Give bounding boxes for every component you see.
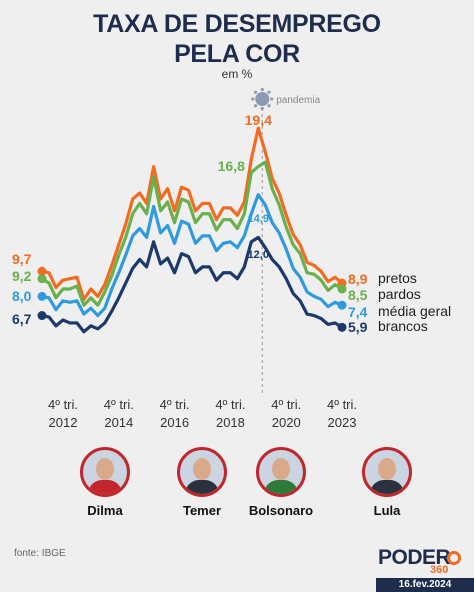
x-tick-line1: 4º tri. <box>48 397 78 412</box>
x-tick-year: 2018 <box>216 415 245 430</box>
virus-icon-spike <box>253 90 258 94</box>
data-label: 8,0 <box>12 288 32 304</box>
virus-icon-spike <box>267 104 271 108</box>
data-label: 9,7 <box>12 251 32 267</box>
data-label: 12,0 <box>248 249 269 261</box>
virus-icon-spike <box>270 97 274 101</box>
virus-icon-spike <box>253 104 258 108</box>
series-line-pardos <box>41 160 343 307</box>
logo-number: 360 <box>430 564 449 576</box>
president-name-dilma: Dilma <box>87 503 123 518</box>
data-label: 5,9 <box>348 319 368 335</box>
data-label: 8,9 <box>348 271 368 287</box>
series-start-dot <box>37 291 47 301</box>
data-label: 14,9 <box>248 213 269 225</box>
lula-portrait-icon <box>362 447 412 497</box>
x-tick-year: 2016 <box>160 415 189 430</box>
series-end-dot <box>337 300 347 310</box>
president-name-bolsonaro: Bolsonaro <box>248 503 314 518</box>
series-line-pretos <box>41 126 344 301</box>
chart-title-line2: PELA COR <box>174 40 300 68</box>
president-name-lula: Lula <box>373 503 401 518</box>
virus-icon-spike <box>260 106 264 111</box>
president-dilma: Dilma <box>65 447 145 518</box>
data-label: 6,7 <box>12 311 32 327</box>
poder360-logo: PODER 360 <box>378 546 462 576</box>
virus-icon-spike <box>260 87 264 92</box>
series-start-dot <box>37 266 47 276</box>
virus-icon-spike <box>251 97 255 101</box>
president-temer: Temer <box>162 447 242 518</box>
source-note: fonte: IBGE <box>14 548 66 559</box>
series-legend-pretos: pretos <box>378 270 417 286</box>
data-label: 16,8 <box>218 158 245 174</box>
x-tick-line1: 4º tri. <box>104 397 134 412</box>
x-tick-line1: 4º tri. <box>327 397 357 412</box>
x-tick-line1: 4º tri. <box>271 397 301 412</box>
x-tick-line1: 4º tri. <box>160 397 190 412</box>
virus-icon-spike <box>267 90 271 94</box>
x-tick-year: 2012 <box>49 415 78 430</box>
chart-title-line1: TAXA DE DESEMPREGO <box>93 10 381 38</box>
data-label: 8,5 <box>348 287 368 303</box>
series-legend-pardos: pardos <box>378 286 421 302</box>
president-name-temer: Temer <box>182 503 222 518</box>
president-lula: Lula <box>347 447 427 518</box>
dilma-portrait-icon <box>80 447 130 497</box>
publication-date: 16.fev.2024 <box>376 578 474 592</box>
series-end-dot <box>337 284 347 294</box>
data-label: 19,4 <box>245 112 272 128</box>
x-tick-year: 2023 <box>328 415 357 430</box>
series-line-brancos <box>41 235 343 334</box>
data-label: 9,2 <box>12 268 32 284</box>
x-tick-year: 2020 <box>272 415 301 430</box>
virus-icon <box>255 92 270 106</box>
series-start-dot <box>37 311 47 321</box>
bolsonaro-portrait-icon <box>256 447 306 497</box>
series-end-dot <box>337 322 347 332</box>
x-tick-year: 2014 <box>104 415 133 430</box>
series-line-média-geral <box>41 193 343 318</box>
series-legend-média-geral: média geral <box>378 303 451 319</box>
series-start-dot <box>37 274 47 284</box>
president-bolsonaro: Bolsonaro <box>241 447 321 518</box>
logo-text: PODER <box>378 546 451 569</box>
temer-portrait-icon <box>177 447 227 497</box>
data-label: 7,4 <box>348 304 368 320</box>
series-legend-brancos: brancos <box>378 318 428 334</box>
pandemic-label: pandemia <box>276 95 320 106</box>
x-tick-line1: 4º tri. <box>215 397 245 412</box>
chart-subtitle: em % <box>221 67 253 81</box>
sun-icon <box>447 551 461 565</box>
unemployment-line-chart: pandemia pretos 9,7 19,4 8,9 pardos 9,2 16,8 8,5… <box>12 87 451 430</box>
